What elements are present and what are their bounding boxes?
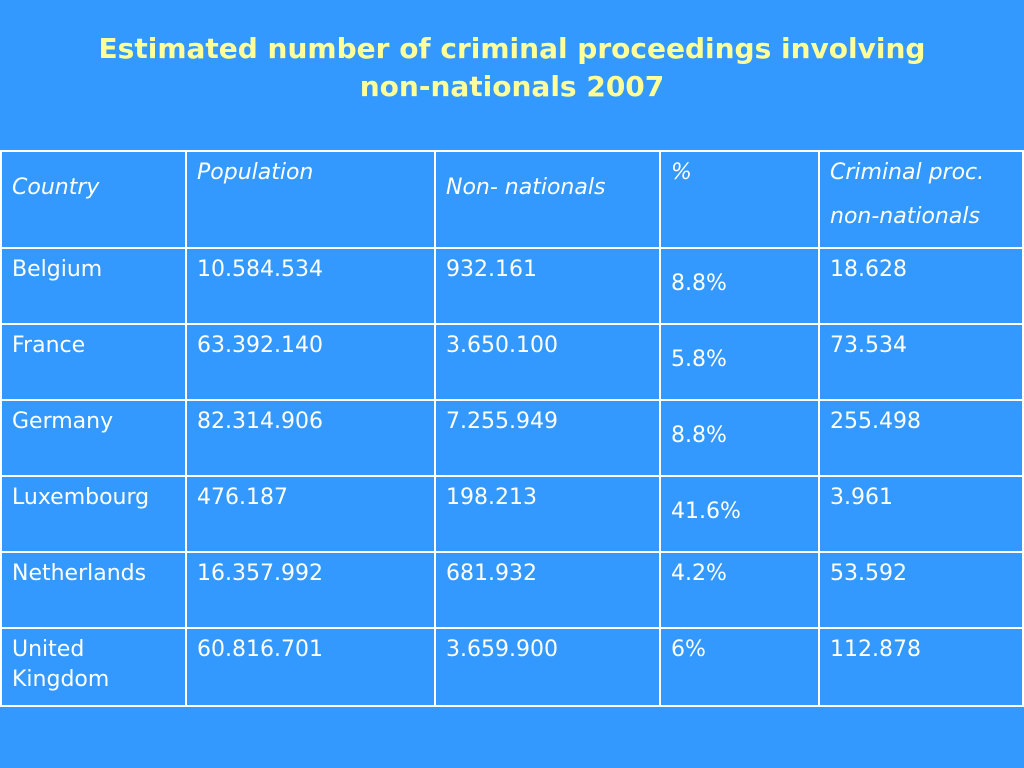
table-row: United Kingdom 60.816.701 3.659.900 6% 1… <box>0 627 1024 707</box>
cell-country: Netherlands <box>0 551 187 629</box>
header-percent: % <box>659 150 820 249</box>
header-country: Country <box>0 150 187 249</box>
header-criminal-proceedings: Criminal proc. non-nationals <box>818 150 1024 249</box>
cell-criminal-proceedings: 3.961 <box>818 475 1024 553</box>
cell-country: Germany <box>0 399 187 477</box>
table-header-row: Country Population Non- nationals % Crim… <box>0 150 1024 249</box>
cell-criminal-proceedings: 18.628 <box>818 247 1024 325</box>
cell-country: United Kingdom <box>0 627 187 707</box>
cell-non-nationals: 681.932 <box>434 551 661 629</box>
table-row: Germany 82.314.906 7.255.949 8.8% 255.49… <box>0 399 1024 477</box>
table-row: France 63.392.140 3.650.100 5.8% 73.534 <box>0 323 1024 401</box>
cell-criminal-proceedings: 112.878 <box>818 627 1024 707</box>
table-row: Belgium 10.584.534 932.161 8.8% 18.628 <box>0 247 1024 325</box>
slide-title-line-1: Estimated number of criminal proceedings… <box>98 32 926 65</box>
cell-country: Luxembourg <box>0 475 187 553</box>
cell-non-nationals: 3.650.100 <box>434 323 661 401</box>
cell-non-nationals: 198.213 <box>434 475 661 553</box>
cell-country: Belgium <box>0 247 187 325</box>
header-non-nationals: Non- nationals <box>434 150 661 249</box>
header-population: Population <box>185 150 436 249</box>
proceedings-table: Country Population Non- nationals % Crim… <box>0 150 1024 707</box>
slide-title: Estimated number of criminal proceedings… <box>0 30 1024 106</box>
cell-percent: 41.6% <box>659 475 820 553</box>
cell-population: 16.357.992 <box>185 551 436 629</box>
cell-percent: 8.8% <box>659 399 820 477</box>
cell-non-nationals: 3.659.900 <box>434 627 661 707</box>
table-row: Netherlands 16.357.992 681.932 4.2% 53.5… <box>0 551 1024 629</box>
cell-population: 60.816.701 <box>185 627 436 707</box>
cell-population: 10.584.534 <box>185 247 436 325</box>
cell-percent: 4.2% <box>659 551 820 629</box>
cell-population: 82.314.906 <box>185 399 436 477</box>
cell-non-nationals: 932.161 <box>434 247 661 325</box>
cell-population: 63.392.140 <box>185 323 436 401</box>
cell-non-nationals: 7.255.949 <box>434 399 661 477</box>
cell-criminal-proceedings: 73.534 <box>818 323 1024 401</box>
cell-criminal-proceedings: 53.592 <box>818 551 1024 629</box>
cell-country: France <box>0 323 187 401</box>
cell-percent: 8.8% <box>659 247 820 325</box>
slide-title-line-2: non-nationals 2007 <box>359 70 665 103</box>
table-row: Luxembourg 476.187 198.213 41.6% 3.961 <box>0 475 1024 553</box>
cell-percent: 5.8% <box>659 323 820 401</box>
cell-percent: 6% <box>659 627 820 707</box>
cell-population: 476.187 <box>185 475 436 553</box>
cell-criminal-proceedings: 255.498 <box>818 399 1024 477</box>
